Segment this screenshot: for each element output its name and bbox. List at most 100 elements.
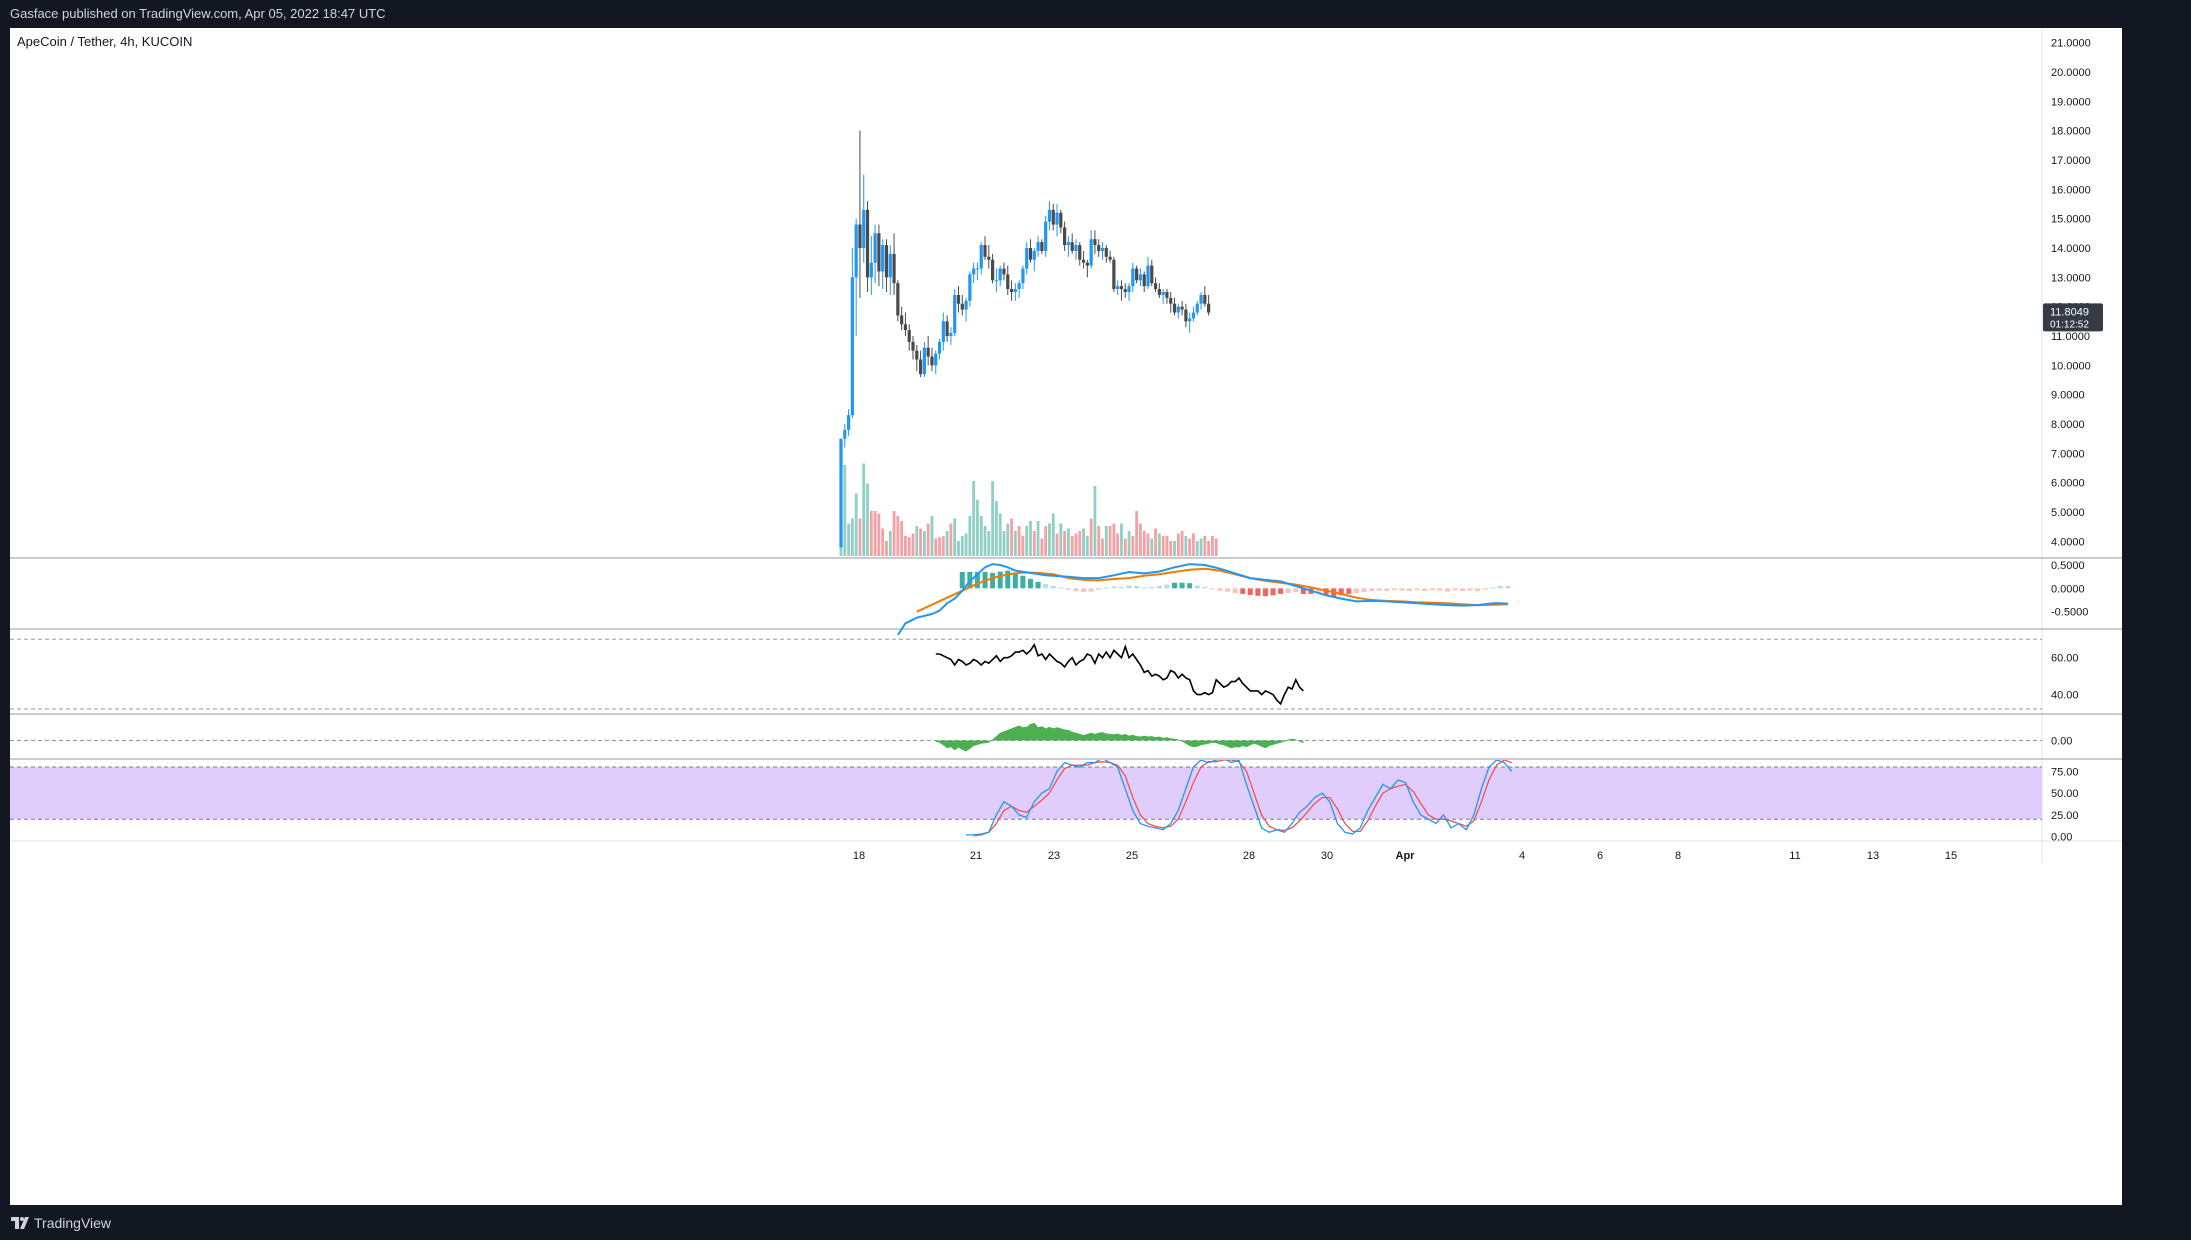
volume-bar [983, 526, 987, 556]
volume-bar [1032, 531, 1036, 556]
volume-bar [1089, 518, 1093, 556]
volume-bar [1063, 531, 1067, 556]
chart-frame[interactable]: 21.0000 20.0000 19.0000 18.0000 17.0000 16.00… [10, 28, 2122, 1205]
symbol-label: ApeCoin / Tether, 4h, KUCOIN [17, 34, 193, 49]
candle-body [1040, 242, 1044, 251]
oscillator-tick-label: 0.00 [2051, 736, 2072, 748]
macd-histogram-bar [1111, 586, 1117, 589]
volume-bar [1078, 531, 1082, 556]
volume-bar [1021, 536, 1025, 556]
volume-bar [964, 533, 968, 556]
stoch-tick-label: 50.00 [2051, 788, 2079, 800]
price-tick-label: 7.0000 [2051, 448, 2085, 460]
volume-bar [934, 538, 938, 556]
stoch-tick-label: 0.00 [2051, 832, 2072, 844]
macd-histogram-bar [997, 571, 1003, 589]
candle-body [1081, 259, 1086, 263]
candle-body [960, 303, 964, 310]
macd-histogram-bar [1020, 575, 1026, 589]
candle-body [1097, 245, 1101, 251]
candle-body [1188, 318, 1192, 322]
candle-body [1032, 250, 1036, 260]
candle-body [881, 245, 885, 272]
volume-bar [968, 516, 972, 556]
macd-histogram-bar [1270, 588, 1276, 596]
volume-bar [945, 531, 949, 556]
candle-body [1085, 262, 1089, 266]
rsi-line [935, 643, 1304, 706]
volume-bar [896, 516, 900, 556]
candle-body [854, 224, 858, 278]
macd-tick-label: 0.0000 [2051, 583, 2085, 595]
volume-bar [1195, 541, 1199, 556]
volume-bar [881, 528, 885, 556]
candle-body [1025, 248, 1029, 269]
volume-bar [1203, 536, 1207, 556]
candle-body [1059, 212, 1063, 228]
time-tick-label: Apr [1396, 850, 1416, 862]
last-price-value: 11.8049 [2050, 306, 2089, 318]
candle-body [975, 268, 980, 270]
volume-bar [949, 523, 953, 556]
candle-body [987, 256, 991, 260]
candle-body [1055, 212, 1059, 225]
footer-bar: TradingView [0, 1205, 2191, 1240]
volume-bar [1192, 533, 1195, 556]
volume-bar [1067, 528, 1070, 556]
candle-body [846, 415, 851, 430]
candle-body [884, 245, 889, 278]
volume-bar [1048, 523, 1051, 556]
macd-tick-label: 0.5000 [2051, 560, 2085, 572]
candle-body [900, 315, 904, 325]
macd-histogram-bar [1156, 586, 1162, 589]
candle-body [903, 324, 908, 331]
volume-bar [998, 513, 1002, 556]
candle-body [1074, 245, 1078, 251]
volume-bar [1059, 523, 1063, 556]
candle-body [1184, 309, 1188, 322]
candle-body [1191, 312, 1196, 319]
volume-bar [994, 501, 998, 556]
time-tick-label: 30 [1321, 850, 1333, 862]
macd-histogram-bar [1058, 587, 1064, 589]
macd-histogram-bar [1172, 582, 1178, 589]
volume-bar [938, 537, 941, 556]
candle-body [873, 233, 877, 263]
macd-histogram-bar [1293, 588, 1299, 593]
chart-canvas[interactable]: 21.0000 20.0000 19.0000 18.0000 17.0000 16.00… [10, 28, 2122, 1205]
volume-bar [1002, 531, 1006, 556]
macd-histogram-bar [1141, 587, 1147, 589]
price-tick-label: 14.0000 [2051, 243, 2091, 255]
stoch-k-line [966, 760, 1513, 836]
time-tick-label: 11 [1789, 850, 1800, 862]
macd-histogram-bar [1437, 588, 1443, 591]
candle-body [983, 245, 987, 257]
candle-body [1013, 289, 1017, 292]
candle-body [915, 350, 919, 360]
candle-body [1009, 289, 1014, 292]
price-tick-label: 21.0000 [2051, 38, 2091, 50]
macd-histogram-bar [1050, 586, 1056, 589]
macd-histogram-bar [1096, 588, 1102, 590]
candle-body [968, 274, 972, 301]
volume-bar [1006, 523, 1010, 556]
macd-histogram-bar [1088, 588, 1094, 592]
price-tick-label: 16.0000 [2051, 184, 2091, 196]
price-tick-label: 9.0000 [2051, 390, 2085, 402]
stoch-band [10, 766, 2042, 820]
macd-histogram-bar [1414, 588, 1420, 591]
candle-body [1172, 303, 1177, 313]
candle-body [991, 259, 995, 281]
volume-bar [1013, 531, 1017, 556]
price-tick-label: 4.0000 [2051, 536, 2085, 548]
macd-histogram-bar [1164, 584, 1170, 589]
macd-histogram-bar [1240, 588, 1246, 594]
price-tick-label: 11.0000 [2051, 331, 2090, 343]
candle-body [926, 347, 930, 357]
volume-bar [957, 541, 960, 556]
volume-bar [1150, 538, 1154, 556]
volume-bar [953, 518, 957, 556]
macd-histogram-bar [1399, 588, 1405, 591]
volume-bar [1211, 536, 1214, 556]
volume-bar [979, 516, 983, 556]
